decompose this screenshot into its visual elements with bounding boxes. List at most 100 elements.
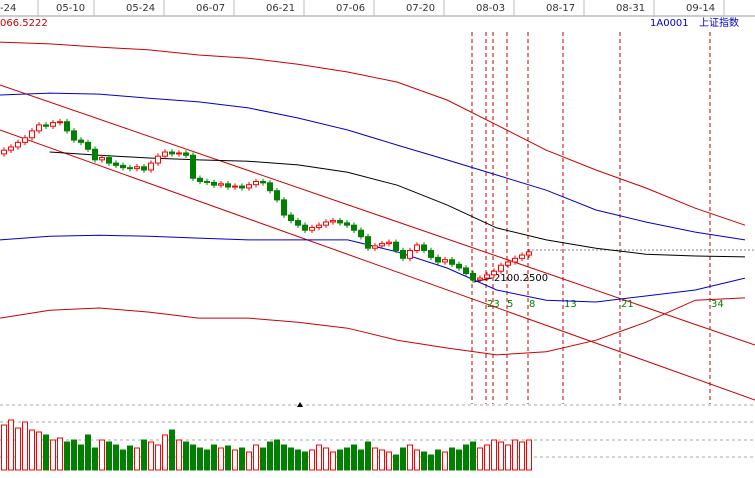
volume-bar (393, 454, 399, 471)
candle-body (442, 259, 448, 263)
candle-body (477, 277, 483, 281)
volume-bar (176, 439, 182, 471)
volume-bar (190, 444, 196, 471)
candle-body (505, 261, 511, 266)
candle-body (162, 151, 168, 157)
candle-body (344, 222, 350, 226)
volume-bar (1, 424, 7, 471)
volume-bar (337, 449, 343, 471)
volume-bar (148, 441, 154, 471)
volume-bar (316, 444, 322, 471)
volume-bar (288, 447, 294, 471)
volume-bar (309, 449, 315, 471)
candle-body (99, 157, 105, 161)
candle-body (372, 245, 378, 249)
candle-body (211, 181, 217, 186)
candle-body (218, 183, 224, 186)
candle-body (456, 263, 462, 269)
candle-body (281, 199, 287, 216)
candle-body (337, 220, 343, 224)
candle-body (449, 259, 455, 265)
volume-bar (50, 439, 56, 471)
date-label: 06-21 (266, 3, 295, 14)
volume-bar (400, 447, 406, 471)
fib-lines (471, 32, 711, 404)
volume-bar (330, 451, 336, 471)
volume-bar (232, 449, 238, 471)
fib-label: 13 (564, 299, 577, 310)
volume-bar (428, 454, 434, 471)
volume-bar (64, 441, 70, 471)
code: 1A0001 (650, 18, 689, 29)
volume-bar (92, 447, 98, 471)
fib-label: 5 (507, 299, 513, 310)
candle-body (393, 241, 399, 251)
volume-bar (211, 444, 217, 471)
date-label: 06-07 (196, 3, 225, 14)
volume-bar (512, 439, 518, 471)
volume-bar (274, 439, 280, 471)
volume-bar (295, 449, 301, 471)
candle-body (50, 122, 56, 127)
volume-bar (491, 439, 497, 471)
date-label: 07-20 (406, 3, 435, 14)
candle-body (463, 267, 469, 274)
candle-body (225, 183, 231, 188)
volume-bar (106, 441, 112, 471)
volume-bar (407, 444, 413, 471)
candle-body (351, 224, 357, 231)
volume-bar (498, 441, 504, 471)
volume-bar (267, 441, 273, 471)
channel-lines (0, 84, 755, 401)
candle-body (239, 185, 245, 189)
candle-body (498, 264, 504, 272)
band-line (49, 151, 746, 258)
volume-bar (239, 447, 245, 471)
marker-triangle (297, 402, 303, 407)
candle-body (176, 152, 182, 155)
candle-body (323, 221, 329, 226)
candle-body (246, 184, 252, 189)
volume-bar (183, 441, 189, 471)
candle-body (183, 152, 189, 156)
volume-bar (260, 447, 266, 471)
candle-body (484, 274, 490, 279)
volume-bar (113, 444, 119, 471)
fib-label: 34 (711, 299, 724, 310)
date-label: -24 (0, 3, 16, 14)
volume-bar (141, 439, 147, 471)
candle-body (386, 241, 392, 245)
candle-body (57, 121, 63, 124)
date-label: 09-14 (686, 3, 715, 14)
volume-bar (162, 434, 168, 471)
volume-bar (246, 451, 252, 471)
candle-body (295, 220, 301, 226)
volume-bar (120, 449, 126, 471)
volume-bar (281, 444, 287, 471)
fib-label: 8 (529, 299, 535, 310)
volume-bar (22, 421, 28, 471)
volume-bar (379, 449, 385, 471)
volume-bar (99, 439, 105, 471)
volume-bar (449, 447, 455, 471)
candle-body (526, 251, 532, 256)
candle-body (491, 270, 497, 276)
index-name: 上证指数 (699, 16, 739, 29)
candle-body (127, 167, 133, 170)
candle-body (470, 272, 476, 281)
volume-bar (358, 449, 364, 471)
candle-body (365, 236, 371, 249)
volume-bar (71, 439, 77, 471)
volume-bar (323, 447, 329, 471)
date-label: 08-03 (476, 3, 505, 14)
candle-body (358, 229, 364, 238)
candle-body (274, 190, 280, 201)
volume-bar (477, 447, 483, 471)
volume-bar (127, 445, 133, 471)
candle-body (134, 166, 140, 170)
candle-body (267, 182, 273, 192)
candle-body (414, 244, 420, 251)
date-label: 08-31 (616, 3, 645, 14)
volume-bar (505, 444, 511, 471)
